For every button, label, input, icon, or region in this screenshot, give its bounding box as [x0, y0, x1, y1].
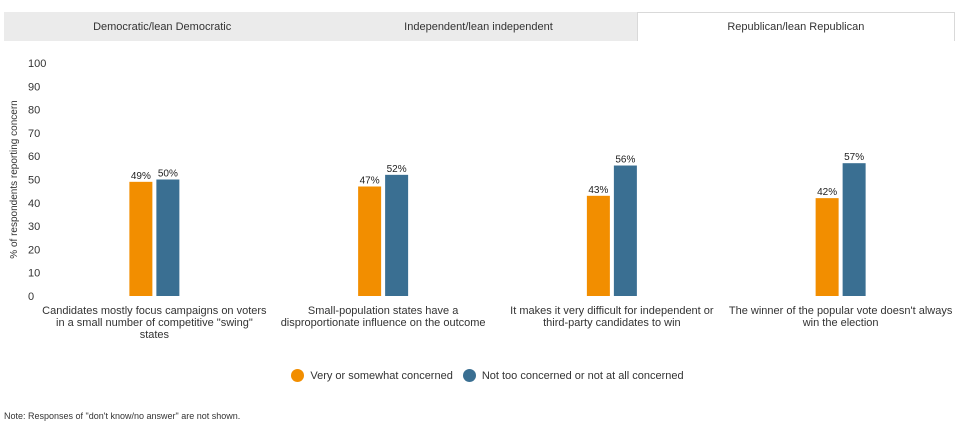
- bar-not-concerned: [385, 174, 409, 296]
- x-tick-label: It makes it very difficult for independe…: [510, 305, 714, 317]
- y-tick-label: 30: [28, 221, 40, 233]
- y-tick-label: 100: [28, 58, 46, 70]
- bar-not-concerned: [156, 179, 180, 296]
- y-tick-label: 50: [28, 175, 40, 187]
- bar-chart: % of respondents reporting concern 0 10 20 3…: [9, 58, 953, 341]
- y-tick-label: 90: [28, 81, 40, 93]
- y-tick-label: 60: [28, 151, 40, 163]
- y-tick-label: 40: [28, 198, 40, 210]
- x-tick-label: Small-population states have a: [308, 305, 459, 317]
- legend-swatch-concerned: [291, 369, 305, 382]
- legend-label-not-concerned: Not too concerned or not at all concerne…: [481, 369, 684, 382]
- footnote: Note: Responses of "don't know/no answer…: [4, 411, 241, 421]
- y-tick-label: 20: [28, 244, 40, 256]
- data-label: 42%: [817, 187, 837, 198]
- legend-item-concerned[interactable]: Very or somewhat concerned: [291, 369, 453, 382]
- x-tick-label: Candidates mostly focus campaigns on vot…: [42, 305, 267, 317]
- y-tick-label: 10: [28, 268, 40, 280]
- bar-concerned: [815, 198, 839, 296]
- x-tick-label: The winner of the popular vote doesn't a…: [729, 305, 953, 317]
- x-tick-label: states: [140, 329, 170, 341]
- y-tick-label: 70: [28, 128, 40, 140]
- data-label: 47%: [360, 175, 380, 186]
- bar-concerned: [129, 181, 153, 296]
- y-tick-label: 80: [28, 105, 40, 117]
- x-tick-label: in a small number of competitive "swing": [56, 317, 253, 329]
- data-label: 49%: [131, 171, 151, 182]
- x-tick-label: disproportionate influence on the outcom…: [281, 317, 486, 329]
- x-tick-label: third-party candidates to win: [543, 317, 681, 329]
- data-label: 43%: [588, 185, 608, 196]
- tab-bar: Democratic/lean Democratic Independent/l…: [4, 12, 955, 41]
- bar-not-concerned: [613, 165, 637, 296]
- tab-independent[interactable]: Independent/lean independent: [404, 20, 553, 33]
- legend-label-concerned: Very or somewhat concerned: [310, 369, 453, 382]
- legend-swatch-not-concerned: [462, 369, 476, 382]
- data-label: 56%: [615, 155, 635, 166]
- legend-item-not-concerned[interactable]: Not too concerned or not at all concerne…: [462, 369, 684, 382]
- bar-not-concerned: [842, 163, 866, 296]
- data-label: 52%: [387, 164, 407, 175]
- bar-concerned: [358, 186, 382, 296]
- y-tick-label: 0: [28, 291, 34, 303]
- tab-republican[interactable]: Republican/lean Republican: [636, 12, 955, 41]
- bar-concerned: [586, 195, 610, 296]
- data-label: 57%: [844, 152, 864, 163]
- legend: Very or somewhat concerned Not too conce…: [0, 369, 975, 382]
- tab-democratic[interactable]: Democratic/lean Democratic: [93, 20, 232, 33]
- data-label: 50%: [158, 169, 178, 180]
- x-tick-label: win the election: [802, 317, 879, 329]
- y-axis-title: % of respondents reporting concern: [9, 100, 20, 258]
